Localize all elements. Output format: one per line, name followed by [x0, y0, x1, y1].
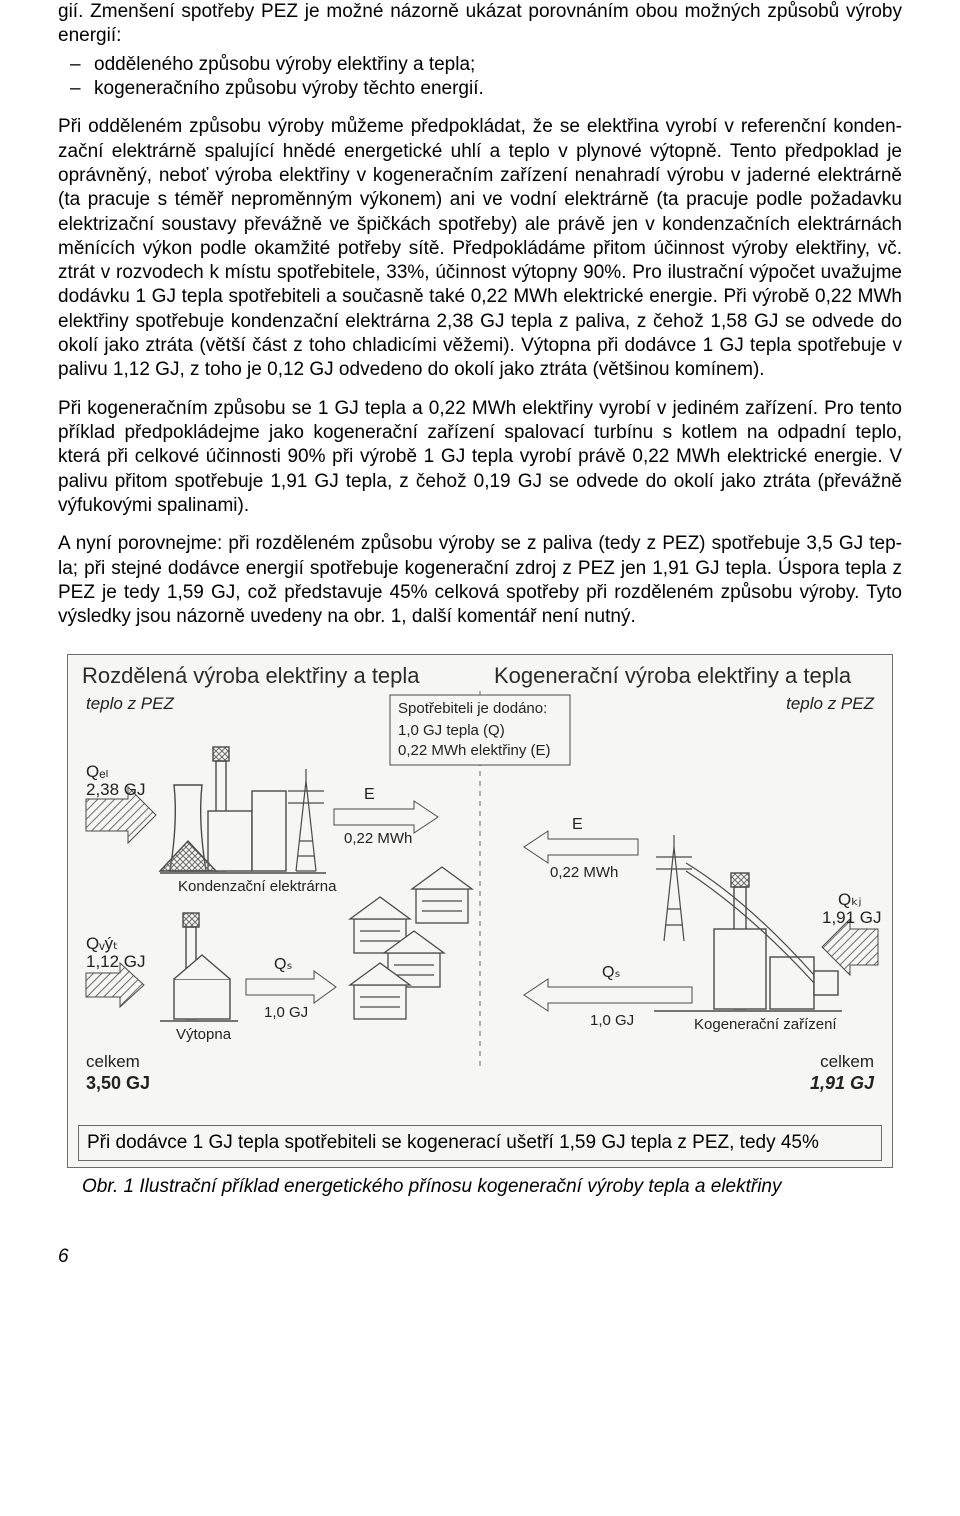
figure-title-left: Rozdělená výroba elektřiny a tepla	[78, 663, 470, 689]
diagram-svg: teplo z PEZ teplo z PEZ Spotřebiteli je …	[78, 691, 882, 1121]
qs-val-r: 1,0 GJ	[590, 1012, 634, 1029]
sub-left: teplo z PEZ	[86, 694, 174, 713]
E-val-r: 0,22 MWh	[550, 864, 618, 881]
qel-val: 2,38 GJ	[86, 780, 146, 799]
centerbox-l1: Spotřebiteli je dodáno:	[398, 700, 547, 717]
bullet-list: odděleného způsobu výroby elektřiny a te…	[58, 53, 902, 102]
E-val-l: 0,22 MWh	[344, 830, 412, 847]
paragraph-4: A nyní porovnejme: při rozděleném způsob…	[58, 532, 902, 629]
sub-right: teplo z PEZ	[786, 694, 874, 713]
qvyt-label: Qᵥýₜ	[86, 934, 118, 953]
paragraph-2: Při odděleném způsobu výroby můžeme před…	[58, 115, 902, 382]
page-number: 6	[58, 1246, 902, 1268]
bullet-2: kogeneračního způsobu výroby těchto ener…	[94, 77, 902, 101]
qvyt-val: 1,12 GJ	[86, 952, 146, 971]
qs-label-r: Qₛ	[602, 964, 620, 981]
celkem-r: celkem	[820, 1052, 874, 1071]
qs-label-l: Qₛ	[274, 956, 292, 973]
qs-val-l: 1,0 GJ	[264, 1004, 308, 1021]
figure-titles: Rozdělená výroba elektřiny a tepla Kogen…	[78, 663, 882, 689]
centerbox-l2: 1,0 GJ tepla (Q)	[398, 722, 505, 739]
bullet-1: odděleného způsobu výroby elektřiny a te…	[94, 53, 902, 77]
paragraph-3: Při kogeneračním způsobu se 1 GJ tepla a…	[58, 397, 902, 519]
celkem-l-val: 3,50 GJ	[86, 1073, 150, 1093]
figure-1: Rozdělená výroba elektřiny a tepla Kogen…	[58, 654, 902, 1198]
centerbox-l3: 0,22 MWh elektřiny (E)	[398, 742, 551, 759]
E-label-l: E	[364, 786, 375, 803]
figure-bottom-note: Při dodávce 1 GJ tepla spotřebiteli se k…	[78, 1125, 882, 1161]
celkem-l: celkem	[86, 1052, 140, 1071]
vytopna-label: Výtopna	[176, 1026, 232, 1043]
qel-label: Qₑₗ	[86, 762, 108, 781]
page: gií. Zmenšení spotřeby PEZ je možné názo…	[0, 0, 960, 1308]
kogen-label: Kogenerační zařízení	[694, 1016, 837, 1033]
figure-caption: Obr. 1 Ilustrační příklad energetického …	[58, 1176, 902, 1198]
qkj-label: Qₖⱼ	[838, 890, 861, 909]
E-label-r: E	[572, 816, 583, 833]
figure-frame: Rozdělená výroba elektřiny a tepla Kogen…	[67, 654, 893, 1168]
paragraph-1: gií. Zmenšení spotřeby PEZ je možné názo…	[58, 0, 902, 49]
kondenz-label: Kondenzační elektrárna	[178, 878, 337, 895]
qkj-val: 1,91 GJ	[822, 908, 882, 927]
celkem-r-val: 1,91 GJ	[810, 1073, 875, 1093]
figure-title-right: Kogenerační výroba elektřiny a tepla	[470, 663, 882, 689]
